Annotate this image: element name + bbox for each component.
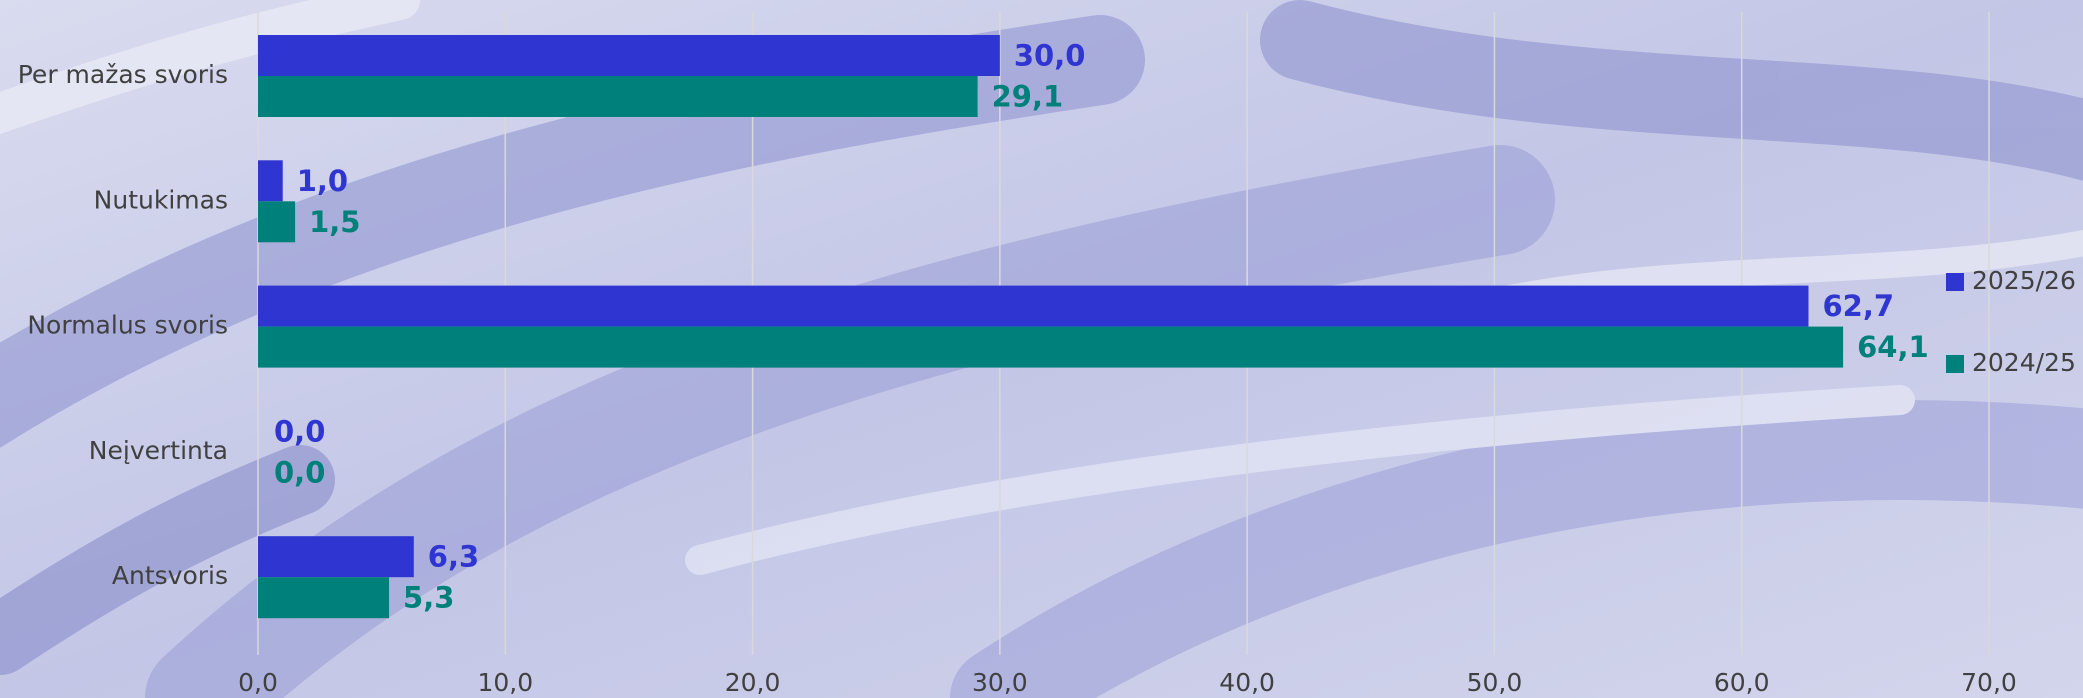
bar: [258, 201, 296, 243]
x-tick-label: 10,0: [477, 668, 533, 697]
bar: [258, 536, 414, 578]
bar: [258, 577, 390, 619]
value-label: 29,1: [992, 80, 1064, 114]
legend-swatch: [1946, 355, 1964, 373]
legend-label: 2025/26: [1972, 266, 2076, 295]
bar: [258, 160, 283, 202]
value-label: 62,7: [1822, 289, 1894, 323]
bar: [258, 285, 1809, 327]
plot: 0,0 10,0 20,0 30,0 40,0 50,0 60,0 70,0 Per mažas…: [18, 12, 2076, 697]
category-label: Neįvertinta: [89, 436, 228, 465]
value-label: 6,3: [428, 540, 479, 574]
category-label: Antsvoris: [112, 561, 228, 590]
x-tick-label: 20,0: [725, 668, 781, 697]
x-tick-label: 60,0: [1714, 668, 1770, 697]
category-label: Per mažas svoris: [18, 60, 228, 89]
x-tick-label: 40,0: [1219, 668, 1275, 697]
legend-label: 2024/25: [1972, 348, 2076, 377]
x-tick-label: 70,0: [1961, 668, 2017, 697]
x-tick-label: 30,0: [972, 668, 1028, 697]
category-label: Normalus svoris: [27, 311, 228, 340]
value-label: 30,0: [1014, 39, 1086, 73]
x-tick-label: 50,0: [1467, 668, 1523, 697]
bar: [258, 326, 1844, 368]
bar: [258, 35, 1000, 76]
value-label: 0,0: [274, 455, 325, 489]
value-label: 1,0: [297, 164, 348, 198]
bar: [258, 76, 978, 117]
value-label: 0,0: [274, 414, 325, 448]
value-label: 64,1: [1857, 330, 1929, 364]
value-label: 5,3: [403, 581, 454, 615]
value-label: 1,5: [309, 205, 360, 239]
x-tick-label: 0,0: [238, 668, 278, 697]
legend-swatch: [1946, 273, 1964, 291]
category-label: Nutukimas: [94, 185, 228, 214]
